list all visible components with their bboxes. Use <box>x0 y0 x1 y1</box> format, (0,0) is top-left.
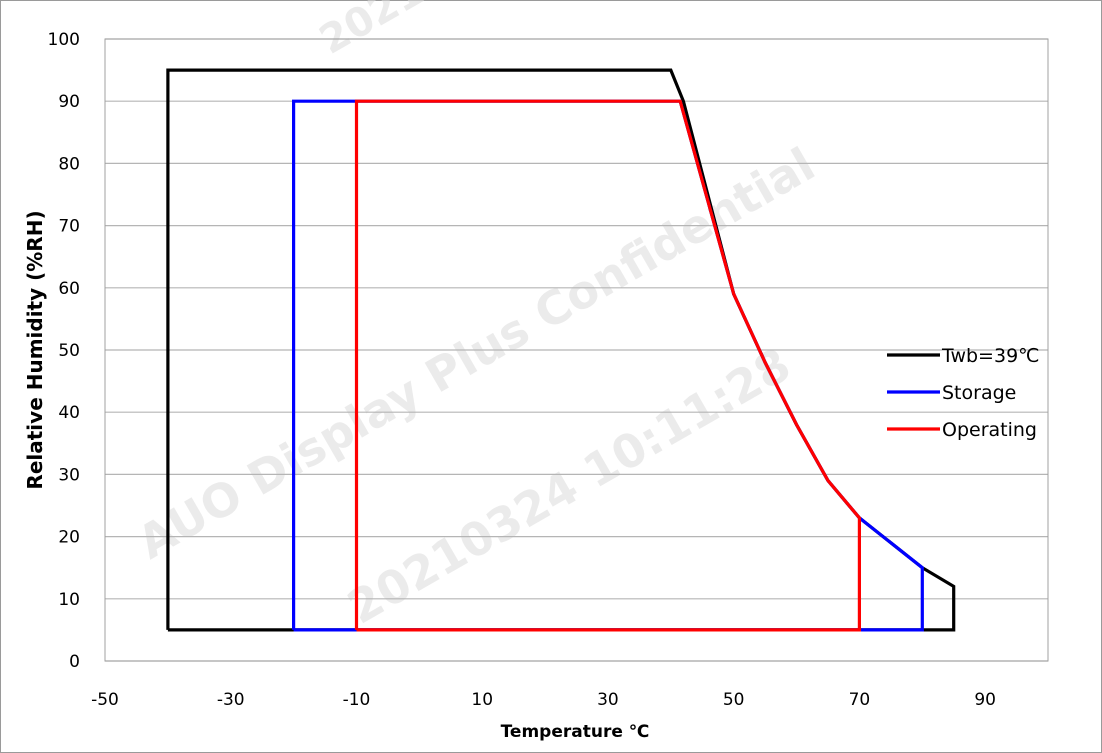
x-tick-label: 50 <box>723 690 745 710</box>
x-tick-label: 70 <box>849 690 871 710</box>
plot-border <box>104 38 1049 662</box>
series-line-storage <box>292 99 924 632</box>
x-tick-label: -30 <box>217 690 245 710</box>
y-tick-label: 30 <box>58 465 80 485</box>
legend-label: Operating <box>942 419 1037 441</box>
y-axis: 0 10 20 30 40 50 60 70 80 90 100 <box>48 30 80 672</box>
y-tick-label: 60 <box>58 279 80 299</box>
y-tick-label: 80 <box>58 154 80 174</box>
y-tick-label: 0 <box>69 652 80 672</box>
legend-label: Storage <box>942 382 1016 404</box>
y-tick-label: 90 <box>58 92 80 112</box>
watermark-text: 20210324 10:11:28 <box>312 0 712 64</box>
y-tick-label: 10 <box>58 590 80 610</box>
series-lines <box>166 68 956 632</box>
x-tick-label: 90 <box>974 690 996 710</box>
watermark-layer: AUO Display Plus Confidential 20210324 1… <box>129 0 824 635</box>
y-axis-title: Relative Humidity (%RH) <box>23 210 47 489</box>
x-axis-title: Temperature ℃ <box>501 722 650 742</box>
plot-area <box>104 38 1049 662</box>
y-tick-label: 40 <box>58 403 80 423</box>
x-tick-label: -10 <box>343 690 371 710</box>
y-tick-label: 70 <box>58 217 80 237</box>
watermark-text: AUO Display Plus Confidential <box>129 137 824 570</box>
legend-label: Twb=39℃ <box>941 345 1040 367</box>
legend: Twb=39℃ Storage Operating <box>887 345 1040 441</box>
x-axis: -50 -30 -10 10 30 50 70 90 <box>91 690 996 710</box>
x-tick-label: 10 <box>471 690 493 710</box>
y-tick-label: 50 <box>58 341 80 361</box>
x-tick-label: 30 <box>597 690 619 710</box>
y-tick-label: 20 <box>58 528 80 548</box>
gridlines <box>105 38 1048 662</box>
x-tick-label: -50 <box>91 690 119 710</box>
series-line-operating <box>354 99 862 632</box>
y-tick-label: 100 <box>48 30 80 50</box>
